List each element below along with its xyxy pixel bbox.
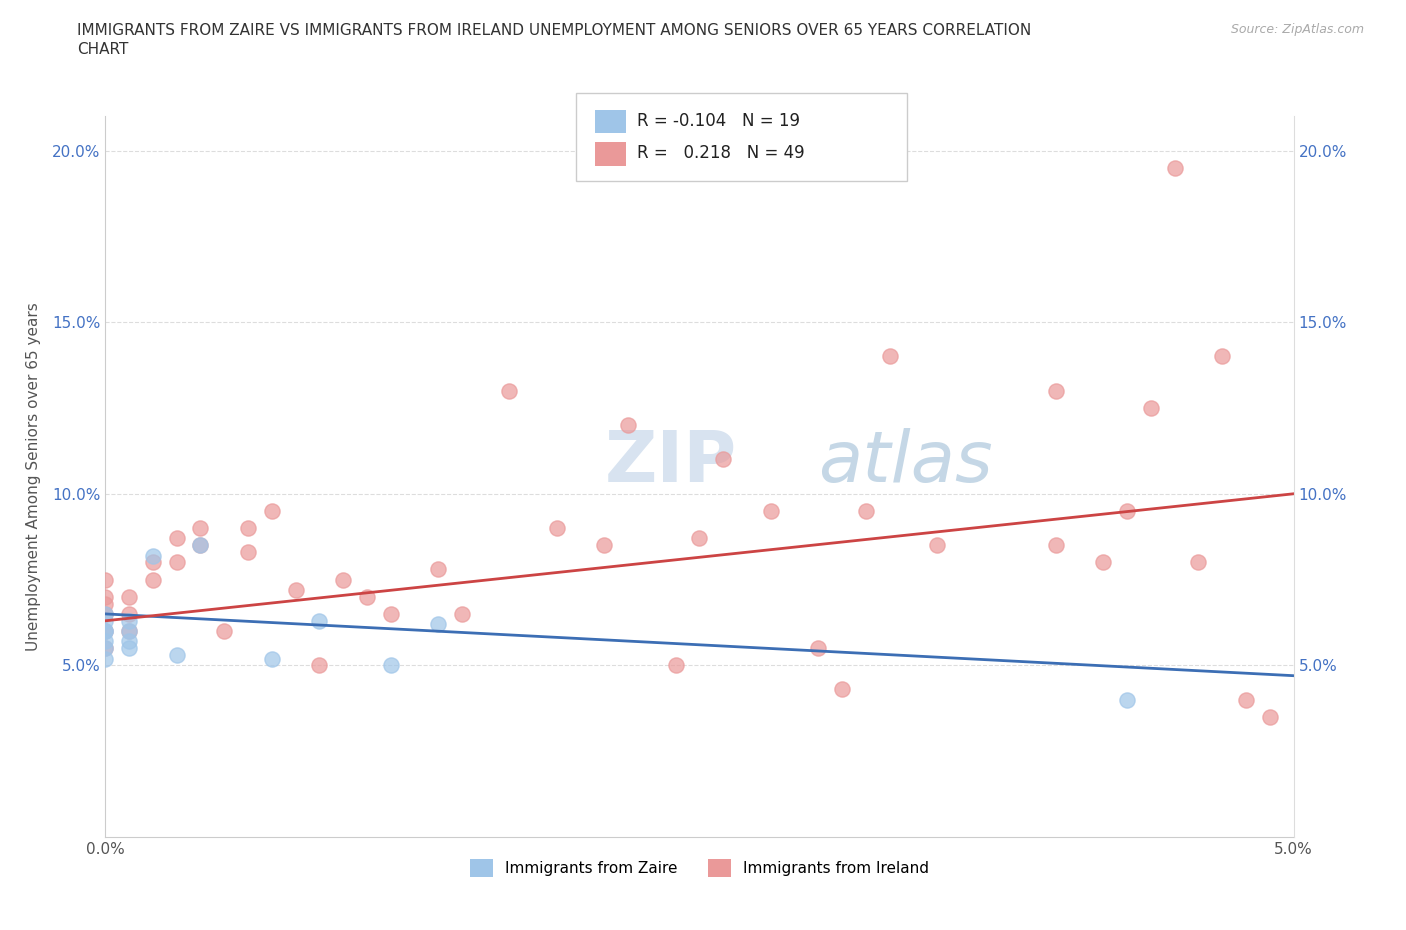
Point <box>759 503 782 518</box>
Point <box>1116 503 1139 518</box>
Point <box>236 545 259 560</box>
Text: R =   0.218   N = 49: R = 0.218 N = 49 <box>637 144 804 163</box>
Point <box>1045 538 1067 552</box>
Point <box>807 641 830 656</box>
Point <box>142 555 165 570</box>
Point <box>1140 401 1163 416</box>
Point <box>94 624 117 639</box>
Point <box>1116 692 1139 707</box>
Point <box>118 614 141 629</box>
Point <box>1258 710 1281 724</box>
Y-axis label: Unemployment Among Seniors over 65 years: Unemployment Among Seniors over 65 years <box>27 302 41 651</box>
Point <box>94 641 117 656</box>
Point <box>94 641 117 656</box>
Text: R = -0.104   N = 19: R = -0.104 N = 19 <box>637 112 800 130</box>
Point <box>1187 555 1209 570</box>
Point <box>831 682 853 697</box>
Point <box>118 624 141 639</box>
Point <box>118 624 141 639</box>
Point <box>450 606 472 621</box>
Point <box>94 651 117 666</box>
Point <box>284 582 307 597</box>
Point <box>260 503 283 518</box>
Point <box>593 538 616 552</box>
Point <box>427 562 450 577</box>
Point <box>427 617 450 631</box>
Point <box>94 624 117 639</box>
Point <box>94 624 117 639</box>
Point <box>308 614 330 629</box>
Text: ZIP: ZIP <box>605 428 737 497</box>
Point <box>332 572 354 587</box>
Text: CHART: CHART <box>77 42 129 57</box>
Point <box>94 606 117 621</box>
Point <box>94 606 117 621</box>
Point <box>166 531 188 546</box>
Point <box>190 538 212 552</box>
Point <box>94 634 117 649</box>
Point <box>94 572 117 587</box>
Point <box>118 606 141 621</box>
Point <box>879 349 901 364</box>
Point <box>380 606 402 621</box>
Point <box>855 503 877 518</box>
Point <box>142 548 165 563</box>
Point <box>1045 383 1067 398</box>
Text: atlas: atlas <box>818 428 993 497</box>
Point <box>617 418 640 432</box>
Text: IMMIGRANTS FROM ZAIRE VS IMMIGRANTS FROM IRELAND UNEMPLOYMENT AMONG SENIORS OVER: IMMIGRANTS FROM ZAIRE VS IMMIGRANTS FROM… <box>77 23 1032 38</box>
Point <box>1092 555 1115 570</box>
Point <box>260 651 283 666</box>
Point <box>665 658 688 672</box>
Point <box>308 658 330 672</box>
Point <box>927 538 949 552</box>
Point <box>166 555 188 570</box>
Point <box>118 634 141 649</box>
Point <box>1211 349 1233 364</box>
Point <box>380 658 402 672</box>
Point <box>142 572 165 587</box>
Point <box>689 531 711 546</box>
Point <box>711 452 734 467</box>
Point <box>236 521 259 536</box>
Point <box>94 614 117 629</box>
Point <box>1164 160 1187 175</box>
Point <box>118 641 141 656</box>
Point <box>214 624 236 639</box>
Point <box>546 521 568 536</box>
Point <box>94 590 117 604</box>
Point <box>190 521 212 536</box>
Legend: Immigrants from Zaire, Immigrants from Ireland: Immigrants from Zaire, Immigrants from I… <box>464 853 935 884</box>
Point <box>190 538 212 552</box>
Point <box>166 647 188 662</box>
Point <box>118 590 141 604</box>
Point <box>498 383 520 398</box>
Point <box>94 596 117 611</box>
Point <box>1234 692 1257 707</box>
Point <box>356 590 378 604</box>
Text: Source: ZipAtlas.com: Source: ZipAtlas.com <box>1230 23 1364 36</box>
